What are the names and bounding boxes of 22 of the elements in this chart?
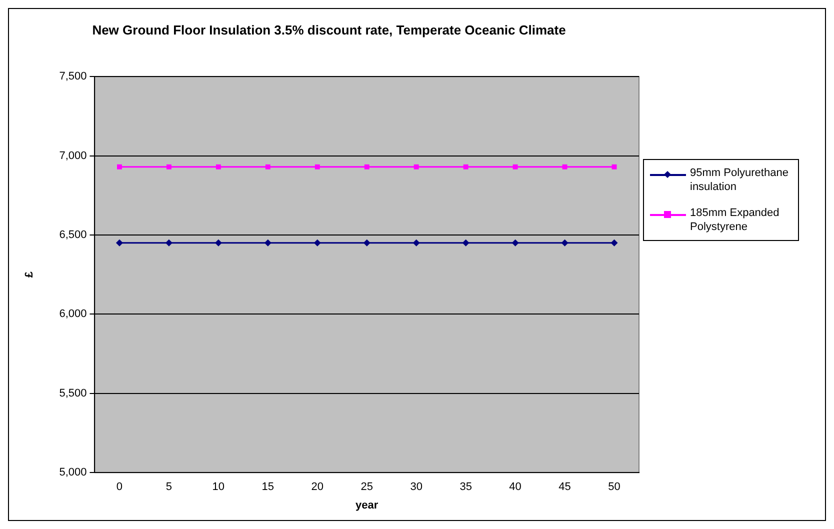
x-tick-label: 35 (460, 481, 472, 494)
x-tick-label: 50 (608, 481, 620, 494)
y-tick-label: 5,000 (59, 466, 87, 479)
y-tick-label: 7,500 (59, 70, 87, 83)
y-tick-label: 7,000 (59, 150, 87, 162)
y-tick-label: 6,500 (59, 229, 87, 242)
x-tick-label: 20 (311, 481, 324, 494)
x-tick-label: 5 (166, 481, 172, 494)
x-tick-label: 30 (410, 481, 422, 494)
y-tick-label: 5,500 (59, 387, 87, 400)
legend-label: 185mm Expanded Polystyrene (690, 206, 780, 234)
x-tick-label: 10 (212, 481, 225, 494)
x-axis-title: year (356, 499, 379, 512)
chart-title: New Ground Floor Insulation 3.5% discount rate, Temperate Oceanic Climate (92, 22, 566, 38)
x-tick-label: 15 (262, 481, 274, 494)
y-tick-label: 6,000 (59, 308, 87, 320)
x-tick-label: 0 (116, 481, 123, 494)
legend-label: 95mm Polyurethane insulation (690, 166, 790, 194)
y-axis-title: £ (24, 272, 36, 278)
x-tick-label: 40 (509, 481, 522, 494)
x-tick-label: 25 (360, 481, 373, 494)
x-tick-label: 45 (558, 481, 571, 494)
